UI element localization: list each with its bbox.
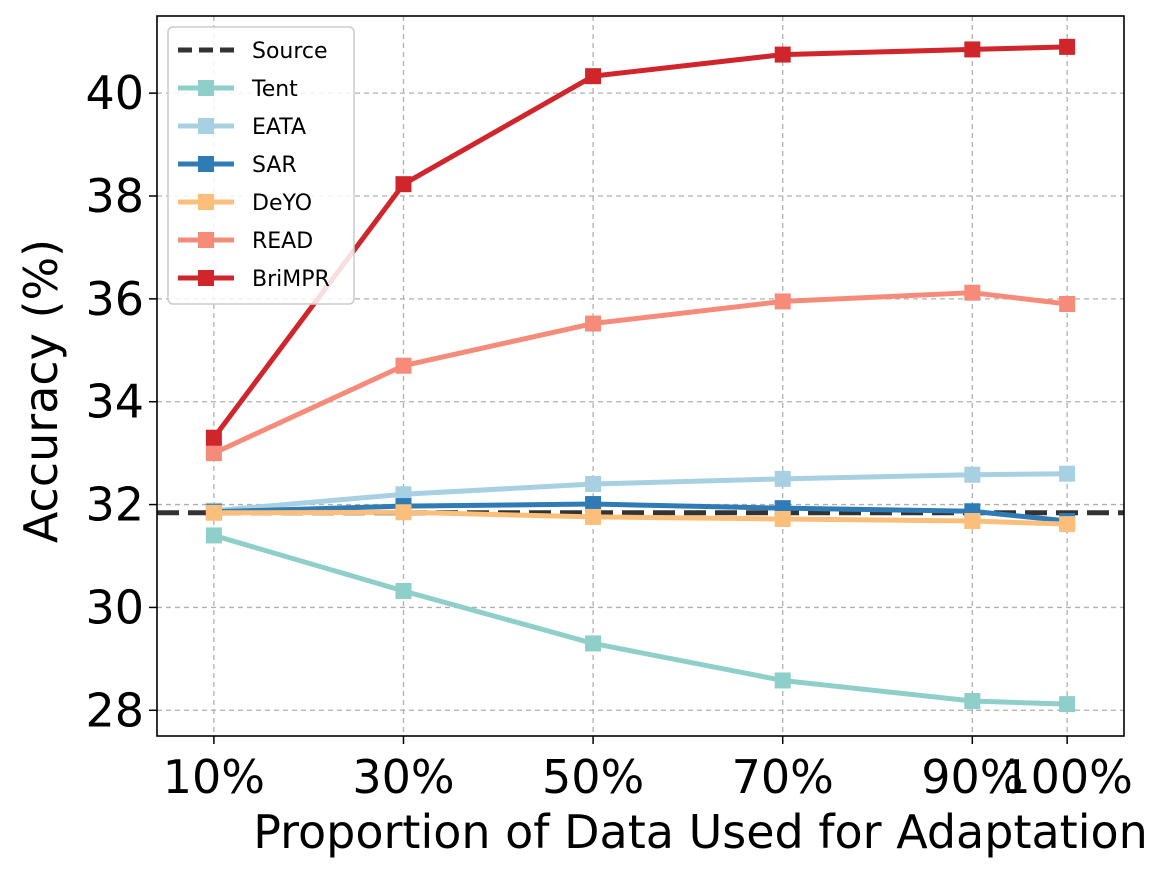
data-point-tent [1059,696,1076,713]
legend-box [167,26,355,305]
series-layer [205,38,1076,713]
x-tick-label: 90% [921,750,1023,804]
legend-marker-eata [198,118,214,134]
data-point-brimpr [585,68,602,85]
data-point-read [585,315,602,332]
data-point-sar [585,496,602,513]
legend-label-tent: Tent [251,77,298,102]
series-line-tent [211,532,1070,707]
legend-marker-sar [198,156,214,172]
data-point-brimpr [1059,38,1076,55]
series-deyo [205,504,1076,533]
data-point-eata [964,466,981,483]
series-brimpr [205,38,1076,446]
legend-label-read: READ [252,229,313,254]
legend-label-source: Source [252,39,328,64]
data-point-read [395,357,412,374]
legend-marker-tent [198,80,214,96]
legend-label-deyo: DeYO [252,191,312,216]
x-axis-title: Proportion of Data Used for Adaptation [253,805,1148,859]
series-line-sar [211,501,1070,524]
legend-marker-read [198,232,214,248]
data-point-deyo [964,513,981,530]
y-tick-label: 34 [85,375,144,429]
legend-marker-deyo [198,194,214,210]
y-tick-label: 36 [85,272,144,326]
series-line-read [211,290,1070,456]
legend: Source Tent EATA SAR DeYO READ BriMPR [167,26,355,305]
data-point-eata [585,476,602,492]
data-point-brimpr [774,46,791,63]
y-tick-label: 30 [85,580,144,634]
series-tent [205,527,1076,713]
data-point-tent [585,635,602,652]
axis-ticks: 10% 30% 50% 70% 90%100% 28 30 32 34 36 38 40 [85,66,1132,804]
legend-label-brimpr: BriMPR [252,267,330,292]
data-point-brimpr [205,429,222,446]
y-tick-label: 40 [85,66,144,120]
x-tick-label: 30% [352,750,454,804]
grid [157,16,1124,736]
series-line-brimpr [211,44,1070,441]
y-axis-title: Accuracy (%) [14,239,68,543]
data-point-tent [395,582,412,599]
data-point-eata [774,470,791,487]
data-point-tent [205,527,222,544]
y-tick-label: 32 [85,478,144,532]
y-tick-label: 28 [85,683,144,737]
x-tick-label: 100% [1001,750,1133,804]
data-point-deyo [585,508,602,525]
data-point-tent [964,693,981,710]
data-point-read [205,445,222,462]
legend-label-sar: SAR [252,153,297,178]
data-point-read [774,293,791,310]
x-tick-label: 10% [163,750,265,804]
x-tick-label: 50% [542,750,644,804]
data-point-brimpr [395,176,412,193]
data-point-deyo [395,504,412,521]
plot-frame [156,15,1125,737]
data-point-deyo [774,510,791,527]
data-point-tent [774,672,791,689]
data-point-brimpr [964,41,981,58]
y-tick-label: 38 [85,169,144,223]
data-point-deyo [205,504,222,521]
series-read [205,284,1076,462]
data-point-read [1059,296,1076,312]
series-line-eata [211,471,1070,514]
series-line-deyo [211,509,1070,527]
legend-marker-brimpr [198,270,214,286]
x-tick-label: 70% [732,750,834,804]
data-point-deyo [1059,516,1076,533]
data-point-read [964,284,981,301]
legend-label-eata: EATA [252,115,306,140]
data-point-eata [1059,465,1076,482]
